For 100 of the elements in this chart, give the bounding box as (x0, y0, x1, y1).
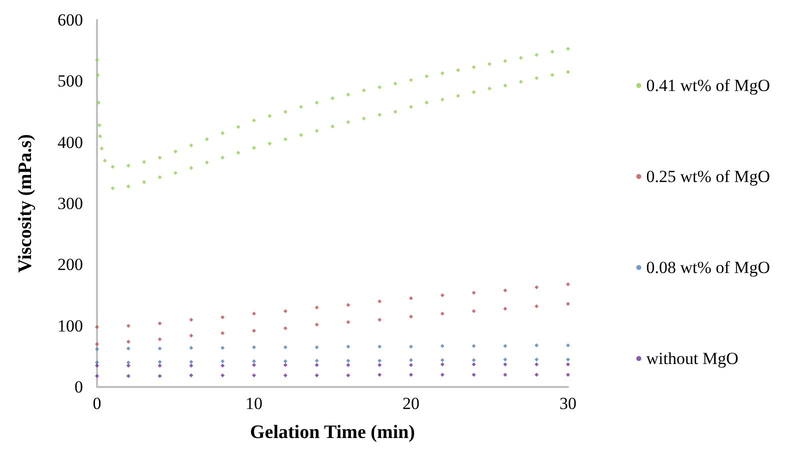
point (378, 358, 382, 363)
point (566, 302, 570, 306)
point (95, 347, 99, 352)
point (472, 309, 476, 314)
point (472, 362, 476, 366)
point (95, 325, 99, 330)
point (534, 343, 539, 348)
point (314, 305, 319, 310)
point (158, 360, 162, 364)
point (126, 374, 130, 378)
point (158, 374, 162, 378)
point (503, 357, 508, 362)
y-tick-label: 500 (58, 72, 83, 91)
y-tick-label: 100 (58, 316, 83, 336)
point (440, 344, 444, 348)
point (503, 344, 508, 348)
point (534, 357, 539, 362)
point (440, 372, 444, 377)
point (252, 328, 256, 333)
point (158, 346, 162, 350)
point (220, 315, 225, 320)
point (440, 293, 444, 298)
point (95, 360, 99, 365)
point (126, 360, 130, 365)
point (440, 358, 444, 362)
point (158, 337, 162, 342)
point (378, 299, 382, 304)
point (566, 357, 570, 362)
point (566, 372, 570, 377)
point (126, 340, 130, 344)
point (346, 344, 350, 349)
point (189, 373, 194, 378)
y-tick-label: 400 (58, 132, 83, 152)
point (534, 304, 539, 308)
point (409, 314, 413, 319)
point (95, 364, 99, 368)
point (534, 285, 539, 290)
point (566, 282, 570, 286)
point (440, 312, 444, 316)
point (283, 345, 288, 350)
point (503, 288, 508, 292)
point (409, 358, 413, 362)
x-tick-label: 20 (402, 394, 420, 413)
x-axis-title: Gelation Time (min) (250, 422, 416, 443)
point (283, 373, 288, 378)
point (158, 321, 162, 326)
point (472, 344, 476, 348)
point (252, 345, 256, 350)
point (189, 334, 194, 338)
legend-label: 0.41 wt% of MgO (646, 76, 770, 95)
point (346, 320, 350, 324)
legend-label: 0.25 wt% of MgO (646, 167, 770, 186)
point (534, 372, 539, 377)
point (189, 364, 194, 368)
x-tick-label: 0 (92, 394, 102, 413)
point (346, 358, 350, 363)
point (472, 372, 476, 377)
y-axis-title: Viscosity (mPa.s) (15, 134, 36, 273)
point (252, 373, 256, 378)
y-tick-label: 600 (58, 10, 83, 30)
point (220, 373, 225, 378)
point (220, 364, 225, 368)
point (378, 362, 382, 367)
point (189, 360, 194, 364)
point (346, 373, 350, 378)
point (409, 362, 413, 367)
point (472, 290, 476, 295)
point (534, 362, 539, 366)
point (220, 331, 225, 336)
point (252, 362, 256, 367)
point (566, 362, 570, 366)
point (283, 359, 288, 364)
point (346, 303, 350, 308)
point (314, 345, 319, 350)
point (220, 346, 225, 350)
point (566, 343, 570, 348)
point (252, 359, 256, 364)
point (283, 326, 288, 330)
point (314, 362, 319, 367)
point (503, 362, 508, 366)
point (440, 362, 444, 366)
point (189, 318, 194, 322)
point (346, 362, 350, 367)
point (503, 372, 508, 377)
point (409, 372, 413, 377)
point (95, 342, 99, 346)
point (126, 364, 130, 368)
y-tick-label: 0 (74, 378, 83, 396)
point (189, 346, 194, 350)
point (314, 358, 319, 363)
point (314, 373, 319, 378)
point (409, 344, 413, 349)
point (409, 296, 413, 300)
point (126, 324, 130, 328)
point (283, 309, 288, 314)
legend-label: without MgO (646, 349, 738, 368)
x-tick-label: 30 (560, 394, 576, 413)
point (126, 346, 130, 350)
point (472, 358, 476, 362)
y-tick-label: 300 (58, 194, 83, 213)
